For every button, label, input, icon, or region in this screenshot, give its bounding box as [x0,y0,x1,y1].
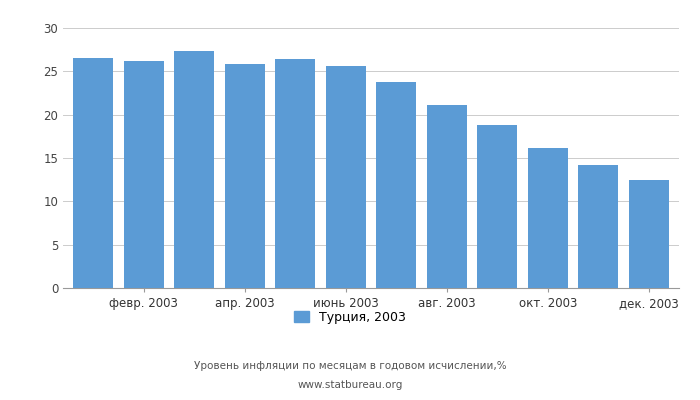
Bar [225,64,265,288]
Bar [275,59,316,288]
Bar [326,66,366,288]
Bar [73,58,113,288]
Bar [426,105,467,288]
Text: www.statbureau.org: www.statbureau.org [298,380,402,390]
Bar [578,165,618,288]
Bar [376,82,416,288]
Legend: Турция, 2003: Турция, 2003 [294,311,406,324]
Bar [629,180,669,288]
Bar [124,61,164,288]
Bar [174,51,214,288]
Bar [528,148,568,288]
Text: Уровень инфляции по месяцам в годовом исчислении,%: Уровень инфляции по месяцам в годовом ис… [194,361,506,371]
Bar [477,125,517,288]
